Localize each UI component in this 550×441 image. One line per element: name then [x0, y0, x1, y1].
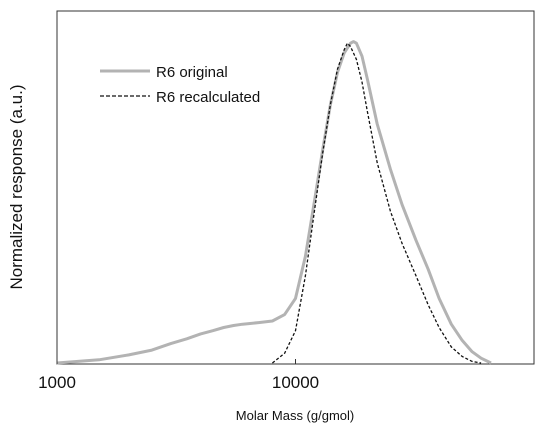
legend: R6 original R6 recalculated — [94, 57, 301, 114]
y-axis-label: Normalized response (a.u.) — [7, 84, 26, 289]
series-layer — [56, 40, 492, 365]
legend-label-series-0: R6 original — [156, 64, 228, 81]
legend-label-series-1: R6 recalculated — [156, 89, 260, 106]
x-tick-label-1: 10000 — [272, 373, 319, 392]
legend-box — [94, 57, 301, 114]
series-line-1 — [271, 42, 482, 364]
x-axis-ticks: 1000 10000 — [38, 359, 319, 392]
x-tick-label-0: 1000 — [38, 373, 76, 392]
x-axis-label: Molar Mass (g/gmol) — [236, 408, 354, 423]
series-line-0 — [56, 40, 492, 365]
